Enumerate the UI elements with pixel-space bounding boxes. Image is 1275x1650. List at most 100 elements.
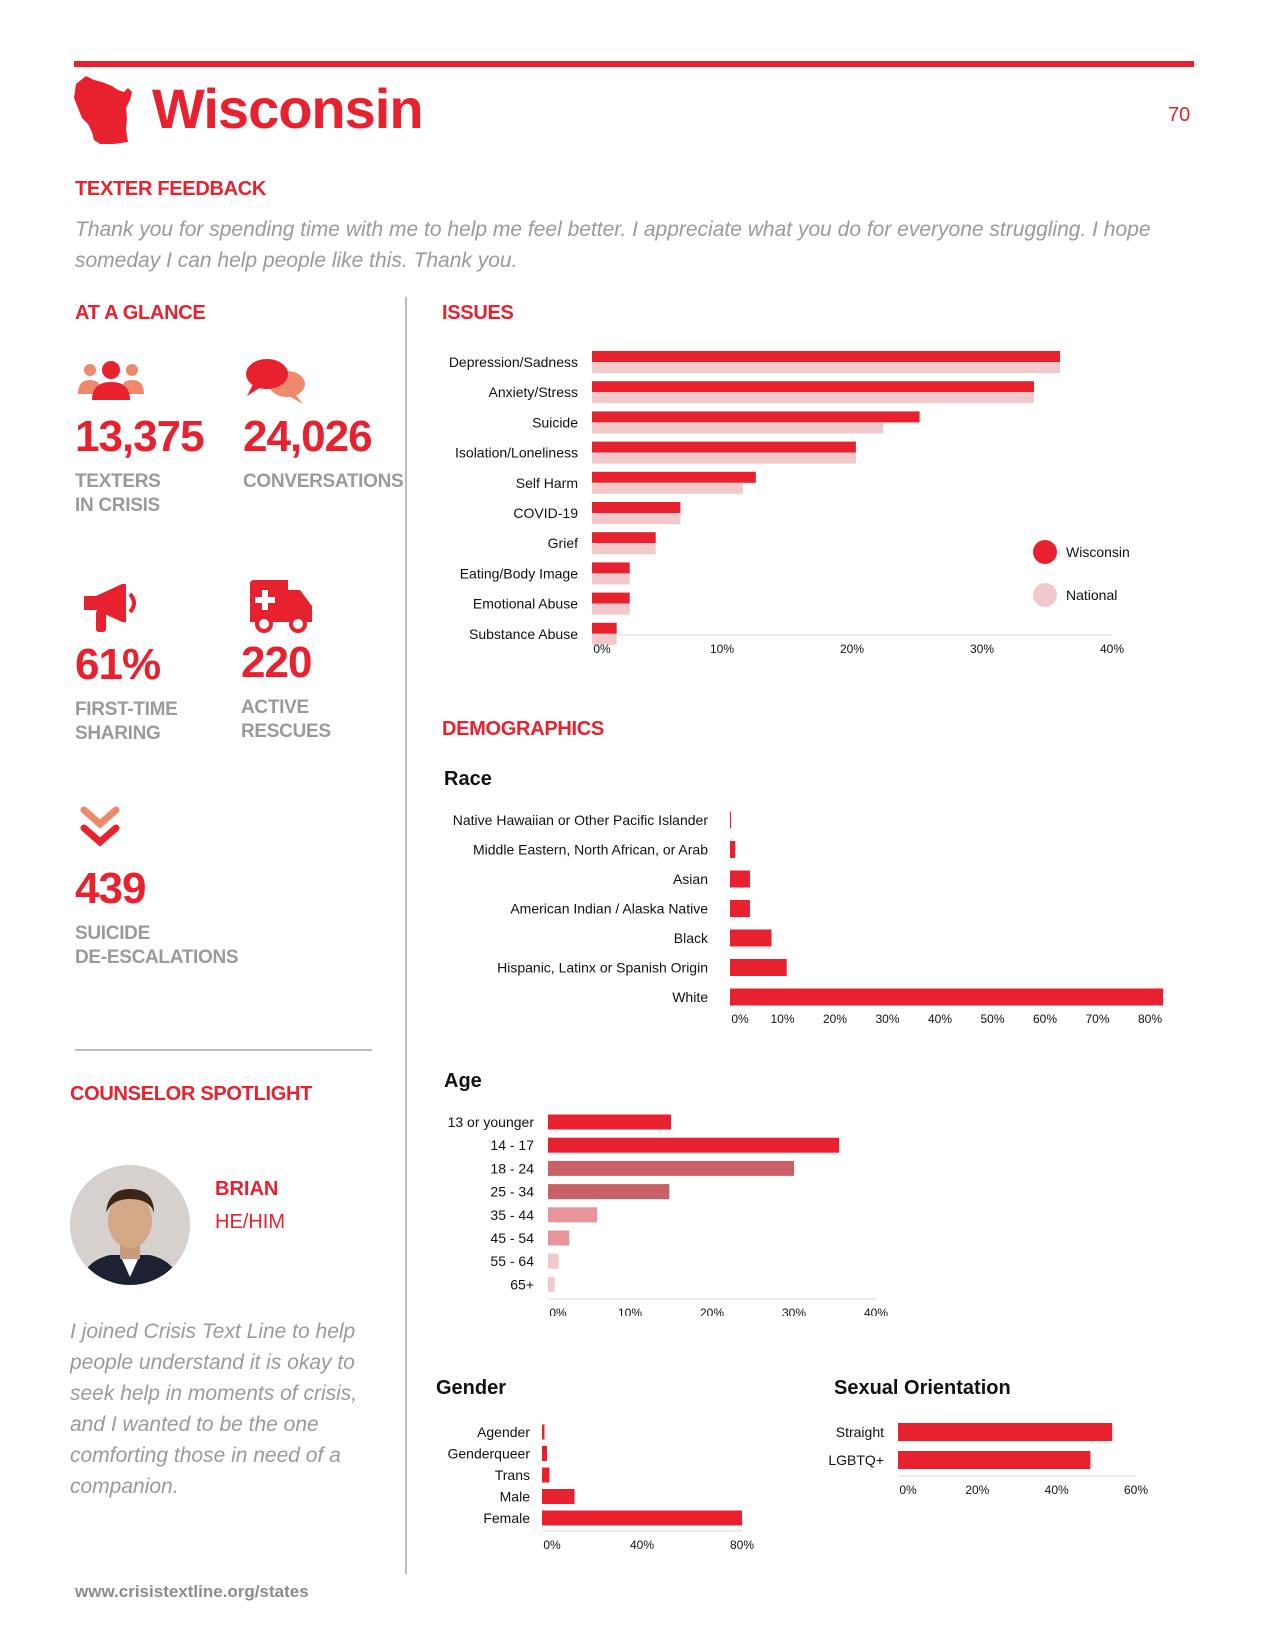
issues-bar-wisconsin: [592, 622, 617, 634]
ambulance-icon: [250, 580, 312, 633]
race-tick-label: 60%: [1033, 1012, 1057, 1026]
race-bar: [730, 988, 1164, 1006]
age-tick-label: 0%: [549, 1306, 567, 1316]
race-tick-label: 0%: [731, 1012, 749, 1026]
issues-chart: Depression/Sadness Anxiety/Stress Suicide I…: [449, 351, 1130, 656]
age-tick-label: 20%: [700, 1306, 724, 1316]
age-bar: [548, 1137, 840, 1153]
counselor-quote: I joined Crisis Text Line to help people…: [70, 1320, 358, 1498]
spotlight-heading: COUNSELOR SPOTLIGHT: [70, 1083, 313, 1105]
issues-category-label: Suicide: [532, 414, 578, 430]
stat-texters-label: TEXTERS IN CRISIS: [75, 471, 161, 516]
age-bar: [548, 1253, 559, 1269]
issues-category-label: Self Harm: [516, 475, 578, 491]
stat-conversations-value: 24,026: [243, 412, 373, 461]
race-tick-label: 30%: [875, 1012, 899, 1026]
age-bar: [548, 1207, 598, 1223]
issues-bar-national: [592, 422, 884, 434]
race-bar: [730, 929, 772, 947]
race-category-label: Black: [674, 930, 709, 946]
issues-category-label: Grief: [548, 535, 578, 551]
age-category-label: 25 - 34: [490, 1184, 534, 1200]
race-chart-title: Race: [444, 768, 492, 790]
issues-bar-national: [592, 452, 856, 464]
issues-bar-national: [592, 573, 630, 585]
age-chart: 13 or younger 14 - 17 18 - 24 25 - 34 35 - 4…: [448, 1114, 889, 1316]
issues-category-label: Anxiety/Stress: [489, 384, 578, 400]
age-chart-title: Age: [444, 1070, 482, 1092]
issues-category-label: Emotional Abuse: [473, 596, 578, 612]
stat-rescues-value: 220: [241, 638, 312, 687]
issues-bar-wisconsin: [592, 441, 856, 453]
orientation-tick-label: 20%: [965, 1483, 989, 1497]
issues-bar-wisconsin: [592, 411, 920, 423]
issues-bar-national: [592, 543, 656, 555]
issues-bar-wisconsin: [592, 562, 630, 574]
stat-firsttime-label: FIRST-TIME SHARING: [75, 699, 178, 744]
gender-bar: [542, 1510, 742, 1526]
stat-rescues-label: ACTIVE RESCUES: [241, 697, 331, 742]
gender-category-label: Female: [483, 1510, 530, 1526]
age-category-label: 45 - 54: [490, 1230, 534, 1246]
gender-tick-label: 40%: [630, 1538, 654, 1552]
race-tick-label: 80%: [1138, 1012, 1162, 1026]
race-tick-label: 20%: [823, 1012, 847, 1026]
age-category-label: 55 - 64: [490, 1253, 534, 1269]
issues-bar-wisconsin: [592, 592, 630, 604]
age-category-label: 14 - 17: [490, 1137, 534, 1153]
race-category-label: Hispanic, Latinx or Spanish Origin: [497, 960, 708, 976]
issues-category-label: Isolation/Loneliness: [455, 445, 578, 461]
orientation-tick-label: 60%: [1124, 1483, 1148, 1497]
issues-tick-label: 10%: [710, 642, 734, 656]
wisconsin-map-icon: [74, 76, 132, 144]
issues-bar-national: [592, 482, 743, 494]
race-bar: [730, 900, 750, 917]
counselor-photo: [70, 1165, 190, 1285]
gender-bar: [542, 1489, 575, 1504]
legend-swatch-wisconsin: [1033, 540, 1057, 564]
orientation-tick-label: 40%: [1045, 1483, 1069, 1497]
megaphone-icon: [84, 584, 136, 632]
issues-category-label: Depression/Sadness: [449, 354, 578, 370]
counselor-name: BRIAN: [215, 1178, 279, 1200]
issues-bar-wisconsin: [592, 471, 756, 483]
orientation-category-label: Straight: [836, 1424, 884, 1440]
issues-category-label: COVID-19: [513, 505, 578, 521]
issues-tick-label: 0%: [593, 642, 611, 656]
demographics-heading: DEMOGRAPHICS: [442, 718, 604, 740]
legend-swatch-national: [1033, 583, 1057, 607]
race-bar: [730, 870, 750, 888]
gender-tick-label: 0%: [543, 1538, 561, 1552]
footer-url[interactable]: www.crisistextline.org/states: [75, 1582, 309, 1601]
issues-bar-national: [592, 362, 1060, 373]
race-category-label: Middle Eastern, North African, or Arab: [473, 842, 708, 858]
feedback-heading: TEXTER FEEDBACK: [75, 178, 267, 200]
issues-bar-wisconsin: [592, 351, 1060, 362]
counselor-pronouns: HE/HIM: [215, 1211, 285, 1233]
issues-tick-label: 40%: [1100, 642, 1124, 656]
race-category-label: Asian: [673, 871, 708, 887]
legend-label-national: National: [1066, 587, 1117, 603]
gender-category-label: Genderqueer: [447, 1446, 530, 1462]
glance-heading: AT A GLANCE: [75, 302, 206, 324]
race-bar: [730, 841, 736, 858]
race-category-label: White: [672, 989, 708, 1005]
age-bar: [548, 1184, 670, 1200]
age-bar: [548, 1160, 794, 1176]
page-number: 70: [1168, 104, 1191, 126]
issues-bar-wisconsin: [592, 502, 681, 513]
issues-bar-national: [592, 513, 681, 524]
race-chart: Native Hawaiian or Other Pacific Islande…: [453, 811, 1164, 1026]
orientation-tick-label: 0%: [899, 1483, 917, 1497]
age-tick-label: 40%: [864, 1306, 888, 1316]
age-category-label: 13 or younger: [448, 1114, 535, 1130]
issues-category-label: Substance Abuse: [469, 626, 578, 642]
race-category-label: American Indian / Alaska Native: [510, 901, 708, 917]
section-divider: [75, 1049, 372, 1051]
gender-bar: [542, 1446, 547, 1461]
orientation-category-label: LGBTQ+: [828, 1452, 884, 1468]
orientation-bar: [898, 1451, 1091, 1469]
age-tick-label: 30%: [782, 1306, 806, 1316]
stat-deescalations-label: SUICIDE DE-ESCALATIONS: [75, 923, 239, 968]
issues-bar-wisconsin: [592, 532, 656, 544]
